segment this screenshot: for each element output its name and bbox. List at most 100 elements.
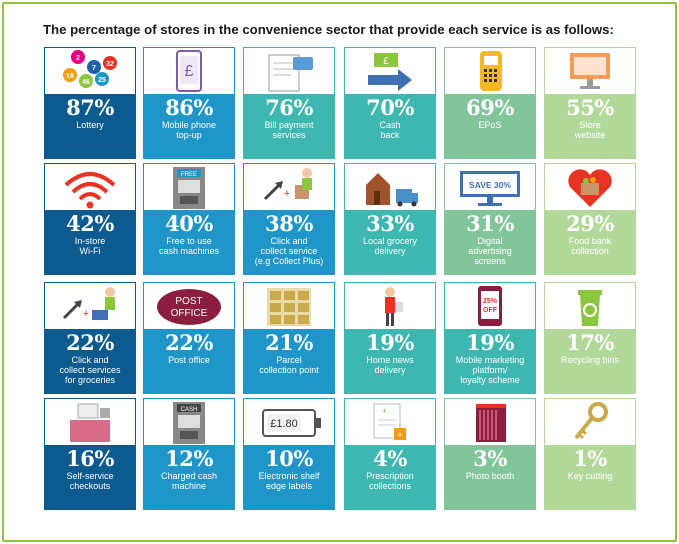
computer-monitor-icon-graphic bbox=[570, 53, 610, 89]
svg-text:+: + bbox=[382, 406, 387, 416]
card-terminal-icon-graphic bbox=[480, 51, 502, 91]
card-terminal-icon bbox=[445, 48, 535, 94]
click-collect-parcel-icon-graphic: + bbox=[263, 168, 312, 201]
shelf-label-icon: £1.80 bbox=[244, 399, 334, 445]
service-tile: +22% Click and collect services for groce… bbox=[44, 282, 136, 394]
page-title: The percentage of stores in the convenie… bbox=[43, 22, 614, 37]
phone-offer-icon: 25% OFF bbox=[445, 283, 535, 329]
tile-label-area: 29% Food bank collection bbox=[545, 210, 635, 274]
svg-text:2: 2 bbox=[76, 55, 80, 62]
shelf-label-icon-graphic: £1.80 bbox=[262, 409, 321, 437]
tile-label-area: 76% Bill payment services bbox=[244, 94, 334, 158]
tile-label-area: 86% Mobile phone top-up bbox=[144, 94, 234, 158]
svg-text:+: + bbox=[397, 430, 402, 440]
parcel-lockers-icon bbox=[244, 283, 334, 329]
service-label: Local grocery delivery bbox=[362, 236, 418, 256]
service-percentage: 31% bbox=[466, 211, 514, 236]
svg-text:+: + bbox=[83, 308, 89, 320]
paperboy-icon bbox=[345, 283, 435, 329]
service-tile: + +4% Prescription collections bbox=[344, 398, 436, 510]
lottery-balls-icon-graphic: 2 7 32 18 25 46 bbox=[63, 50, 117, 88]
service-label: Home news delivery bbox=[366, 355, 414, 375]
service-percentage: 55% bbox=[566, 95, 614, 120]
tile-label-area: 69% EPoS bbox=[445, 94, 535, 158]
service-label: Charged cash machine bbox=[160, 471, 218, 491]
service-label: Click and collect services for groceries bbox=[59, 355, 121, 385]
service-percentage: 16% bbox=[66, 446, 114, 471]
service-label: Photo booth bbox=[465, 471, 515, 481]
service-percentage: 4% bbox=[373, 446, 407, 471]
service-tile: 76% Bill payment services bbox=[243, 47, 335, 159]
wifi-icon-graphic bbox=[64, 172, 116, 209]
tile-label-area: 22% Post office bbox=[144, 329, 234, 393]
advertising-screen-icon: SAVE 30% bbox=[445, 164, 535, 210]
service-label: In-store Wi-Fi bbox=[74, 236, 106, 256]
service-tile: 55% Store website bbox=[544, 47, 636, 159]
svg-text:OFFICE: OFFICE bbox=[171, 308, 208, 319]
service-label: Parcel collection point bbox=[259, 355, 319, 375]
service-percentage: 40% bbox=[165, 211, 213, 236]
service-label: Recycling bins bbox=[560, 355, 620, 365]
atm-free-icon-graphic: FREE bbox=[173, 167, 205, 209]
service-percentage: 38% bbox=[265, 211, 313, 236]
svg-text:OFF: OFF bbox=[483, 307, 498, 314]
service-label: Bill payment services bbox=[264, 120, 314, 140]
wifi-icon bbox=[45, 164, 135, 210]
svg-text:FREE: FREE bbox=[181, 172, 197, 178]
service-percentage: 19% bbox=[466, 330, 514, 355]
tile-label-area: 22% Click and collect services for grocer… bbox=[45, 329, 135, 393]
parcel-lockers-icon-graphic bbox=[267, 288, 311, 326]
service-label: Self-service checkouts bbox=[66, 471, 114, 491]
svg-text:£: £ bbox=[185, 63, 194, 80]
service-percentage: 42% bbox=[66, 211, 114, 236]
service-percentage: 22% bbox=[165, 330, 213, 355]
tile-label-area: 10% Electronic shelf edge labels bbox=[244, 445, 334, 509]
svg-text:CASH: CASH bbox=[181, 407, 198, 413]
service-tile: 69% EPoS bbox=[444, 47, 536, 159]
self-checkout-icon bbox=[45, 399, 135, 445]
service-percentage: 3% bbox=[473, 446, 507, 471]
mobile-phone-pound-icon-graphic: £ bbox=[176, 50, 202, 92]
service-tile: CASH 12% Charged cash machine bbox=[143, 398, 235, 510]
service-label: Click and collect service (e.g Collect P… bbox=[254, 236, 324, 266]
house-van-icon-graphic bbox=[366, 173, 418, 207]
cash-back-arrow-icon: £ bbox=[345, 48, 435, 94]
service-tile: £86% Mobile phone top-up bbox=[143, 47, 235, 159]
tile-label-area: 4% Prescription collections bbox=[345, 445, 435, 509]
click-collect-parcel-icon: + bbox=[244, 164, 334, 210]
tile-label-area: 70% Cash back bbox=[345, 94, 435, 158]
house-van-icon bbox=[345, 164, 435, 210]
tile-label-area: 3% Photo booth bbox=[445, 445, 535, 509]
tile-label-area: 1% Key cutting bbox=[545, 445, 635, 509]
tile-label-area: 17% Recycling bins bbox=[545, 329, 635, 393]
tile-label-area: 33% Local grocery delivery bbox=[345, 210, 435, 274]
service-percentage: 21% bbox=[265, 330, 313, 355]
service-tile: 3% Photo booth bbox=[444, 398, 536, 510]
atm-free-icon: FREE bbox=[144, 164, 234, 210]
service-tile: £1.80 10% Electronic shelf edge labels bbox=[243, 398, 335, 510]
prescription-icon: + + bbox=[345, 399, 435, 445]
tile-label-area: 31% Digital advertising screens bbox=[445, 210, 535, 274]
service-tile: 17% Recycling bins bbox=[544, 282, 636, 394]
service-label: Key cutting bbox=[567, 471, 613, 481]
service-percentage: 69% bbox=[466, 95, 514, 120]
post-office-sign-icon: POST OFFICE bbox=[144, 283, 234, 329]
tile-label-area: 21% Parcel collection point bbox=[244, 329, 334, 393]
lottery-balls-icon: 2 7 32 18 25 46 bbox=[45, 48, 135, 94]
key-icon bbox=[545, 399, 635, 445]
service-label: Prescription collections bbox=[366, 471, 414, 491]
click-collect-basket-icon-graphic: + bbox=[62, 287, 115, 320]
service-percentage: 1% bbox=[573, 446, 607, 471]
tile-label-area: 16% Self-service checkouts bbox=[45, 445, 135, 509]
svg-text:46: 46 bbox=[82, 79, 90, 86]
service-tile: FREE 40% Free to use cash machines bbox=[143, 163, 235, 275]
service-percentage: 12% bbox=[165, 446, 213, 471]
svg-text:POST: POST bbox=[175, 296, 202, 307]
service-tile: 19% Home news delivery bbox=[344, 282, 436, 394]
service-label: Free to use cash machines bbox=[158, 236, 220, 256]
service-label: Mobile phone top-up bbox=[161, 120, 217, 140]
svg-text:25%: 25% bbox=[483, 298, 498, 305]
service-tile: 42% In-store Wi-Fi bbox=[44, 163, 136, 275]
bill-card-icon-graphic bbox=[268, 54, 313, 92]
phone-offer-icon-graphic: 25% OFF bbox=[478, 286, 502, 326]
